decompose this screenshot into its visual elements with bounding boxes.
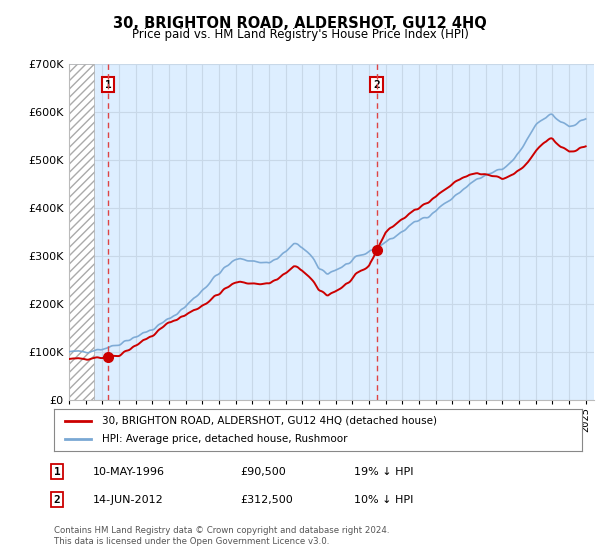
Text: HPI: Average price, detached house, Rushmoor: HPI: Average price, detached house, Rush… xyxy=(101,434,347,444)
Text: 10% ↓ HPI: 10% ↓ HPI xyxy=(354,494,413,505)
Text: 19% ↓ HPI: 19% ↓ HPI xyxy=(354,466,413,477)
Text: 30, BRIGHTON ROAD, ALDERSHOT, GU12 4HQ (detached house): 30, BRIGHTON ROAD, ALDERSHOT, GU12 4HQ (… xyxy=(101,416,437,426)
Bar xyxy=(69,64,94,400)
Text: 14-JUN-2012: 14-JUN-2012 xyxy=(93,494,164,505)
Text: Contains HM Land Registry data © Crown copyright and database right 2024.
This d: Contains HM Land Registry data © Crown c… xyxy=(54,526,389,546)
Text: £312,500: £312,500 xyxy=(240,494,293,505)
Text: Price paid vs. HM Land Registry's House Price Index (HPI): Price paid vs. HM Land Registry's House … xyxy=(131,28,469,41)
Text: 2: 2 xyxy=(373,80,380,90)
Text: 30, BRIGHTON ROAD, ALDERSHOT, GU12 4HQ: 30, BRIGHTON ROAD, ALDERSHOT, GU12 4HQ xyxy=(113,16,487,31)
Text: £90,500: £90,500 xyxy=(240,466,286,477)
Text: 10-MAY-1996: 10-MAY-1996 xyxy=(93,466,165,477)
Text: 1: 1 xyxy=(105,80,112,90)
Text: 1: 1 xyxy=(53,466,61,477)
Text: 2: 2 xyxy=(53,494,61,505)
